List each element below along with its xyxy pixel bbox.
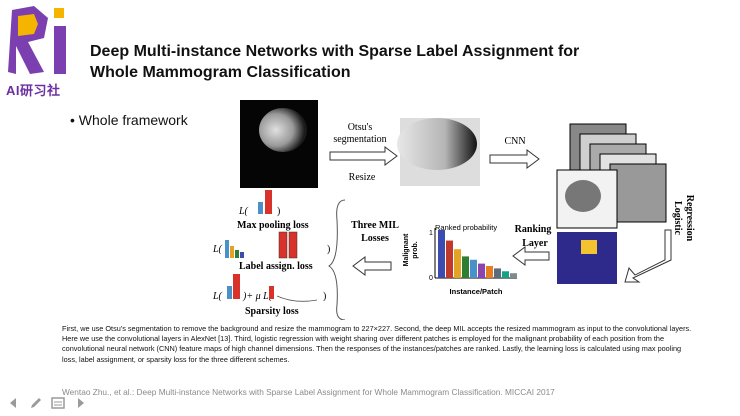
sparsity-plus-mu: )+ μ L( — [242, 291, 273, 302]
mammogram-tissue — [259, 108, 307, 152]
bullet-text: Whole framework — [78, 112, 188, 128]
sparsity-L: L( — [212, 291, 223, 302]
slide-title-line-2: Whole Mammogram Classification — [90, 64, 351, 81]
prev-arrow-icon[interactable] — [6, 395, 22, 411]
malignant-label-1: Malignant — [403, 233, 410, 266]
sparsity-loss-label: Sparsity loss — [245, 306, 299, 317]
ranked-bar — [470, 259, 477, 278]
tick-zero: 0 — [429, 275, 433, 282]
ranking-arrow — [512, 246, 550, 266]
bullet-item: • Whole framework — [70, 112, 188, 128]
ranked-probability-title: Ranked probability — [435, 223, 497, 232]
brand-name: AI研习社 — [6, 83, 61, 98]
ranked-bar — [510, 273, 517, 278]
citation-reference: Wentao Zhu., et al.: Deep Multi-instance… — [62, 387, 555, 397]
otsu-label-2: segmentation — [333, 134, 386, 145]
max-pool-close: ) — [277, 206, 280, 217]
ranked-bar — [494, 268, 501, 278]
max-pooling-loss: L( ) Max pooling loss — [237, 190, 309, 231]
otsu-label-1: Otsu's — [348, 122, 373, 133]
tick-one: 1 — [429, 230, 433, 237]
label-assign-close: ) — [327, 244, 330, 255]
ranking-label-1: Ranking — [515, 224, 552, 235]
otsu-arrow — [329, 146, 398, 166]
cnn-arrow — [489, 149, 540, 169]
brand-logo — [4, 2, 76, 96]
max-pool-L: L( — [238, 206, 249, 217]
losses-brace — [328, 199, 346, 320]
figure-caption: First, we use Otsu's segmentation to rem… — [62, 324, 692, 364]
ranked-bar — [478, 263, 485, 278]
pen-icon[interactable] — [28, 395, 44, 411]
ranked-bar — [446, 240, 453, 278]
logistic-arrow — [624, 229, 672, 283]
ranked-bar — [462, 256, 469, 278]
sparsity-close: ) — [323, 291, 326, 302]
slide-toolbar — [6, 395, 96, 411]
mil-label-1: Three MIL — [351, 220, 399, 231]
sparsity-loss: L( )+ μ L( ) Sparsity loss — [212, 274, 326, 317]
mil-label-2: Losses — [361, 233, 389, 244]
logistic-label-2: Regression — [684, 195, 695, 242]
ranked-probability-chart: Ranked probability Malignant prob. 1 0 I… — [403, 223, 517, 296]
logistic-label-1: Logistic — [672, 201, 683, 235]
ri-logo-mark — [8, 6, 66, 74]
label-assign-L: L( — [212, 244, 223, 255]
framework-figure: Otsu's segmentation Resize CNN Logistic … — [212, 100, 695, 320]
ranked-bar — [486, 266, 493, 278]
max-pooling-loss-label: Max pooling loss — [237, 220, 309, 231]
resize-label: Resize — [349, 172, 376, 183]
probability-hotspot — [581, 240, 597, 254]
instance-patch-label: Instance/Patch — [450, 287, 503, 296]
segmented-tissue — [397, 118, 477, 170]
mil-arrow — [352, 256, 392, 276]
probability-map — [557, 232, 617, 284]
slide-title-line-1: Deep Multi-instance Networks with Sparse… — [90, 43, 580, 60]
slides-icon[interactable] — [50, 395, 66, 411]
next-arrow-icon[interactable] — [72, 395, 88, 411]
ranking-label-2: Layer — [522, 238, 548, 249]
label-assign-loss: L( ) Label assign. loss — [212, 231, 330, 272]
feature-maps-stack — [556, 123, 667, 229]
label-assign-loss-label: Label assign. loss — [239, 261, 313, 272]
ranked-bar — [438, 230, 445, 278]
cnn-label: CNN — [504, 136, 525, 147]
ranked-bar — [454, 249, 461, 278]
malignant-label-2: prob. — [412, 241, 419, 259]
ranked-bar — [502, 271, 509, 278]
